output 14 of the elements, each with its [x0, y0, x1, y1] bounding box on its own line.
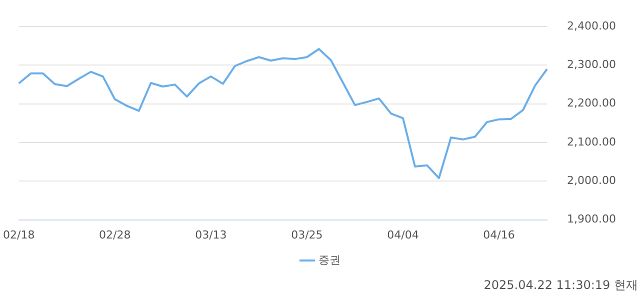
y-tick-label: 1,900.00: [567, 212, 616, 226]
y-tick-label: 2,400.00: [567, 19, 616, 32]
y-tick-label: 2,300.00: [567, 58, 616, 72]
x-tick-label: 03/13: [195, 228, 227, 242]
y-tick-label: 2,100.00: [567, 135, 616, 148]
y-tick-label: 2,200.00: [567, 96, 616, 110]
text: 2025.04.22 11:30:19 현재: [484, 278, 638, 292]
x-tick-label: 02/28: [99, 228, 131, 242]
x-tick-label: 04/16: [483, 228, 515, 242]
y-tick-label: 2,000.00: [567, 174, 616, 188]
x-tick-label: 02/18: [3, 228, 35, 242]
legend-label: 증권: [318, 253, 340, 266]
x-tick-label: 04/04: [387, 228, 419, 242]
x-tick-label: 03/25: [291, 228, 323, 242]
